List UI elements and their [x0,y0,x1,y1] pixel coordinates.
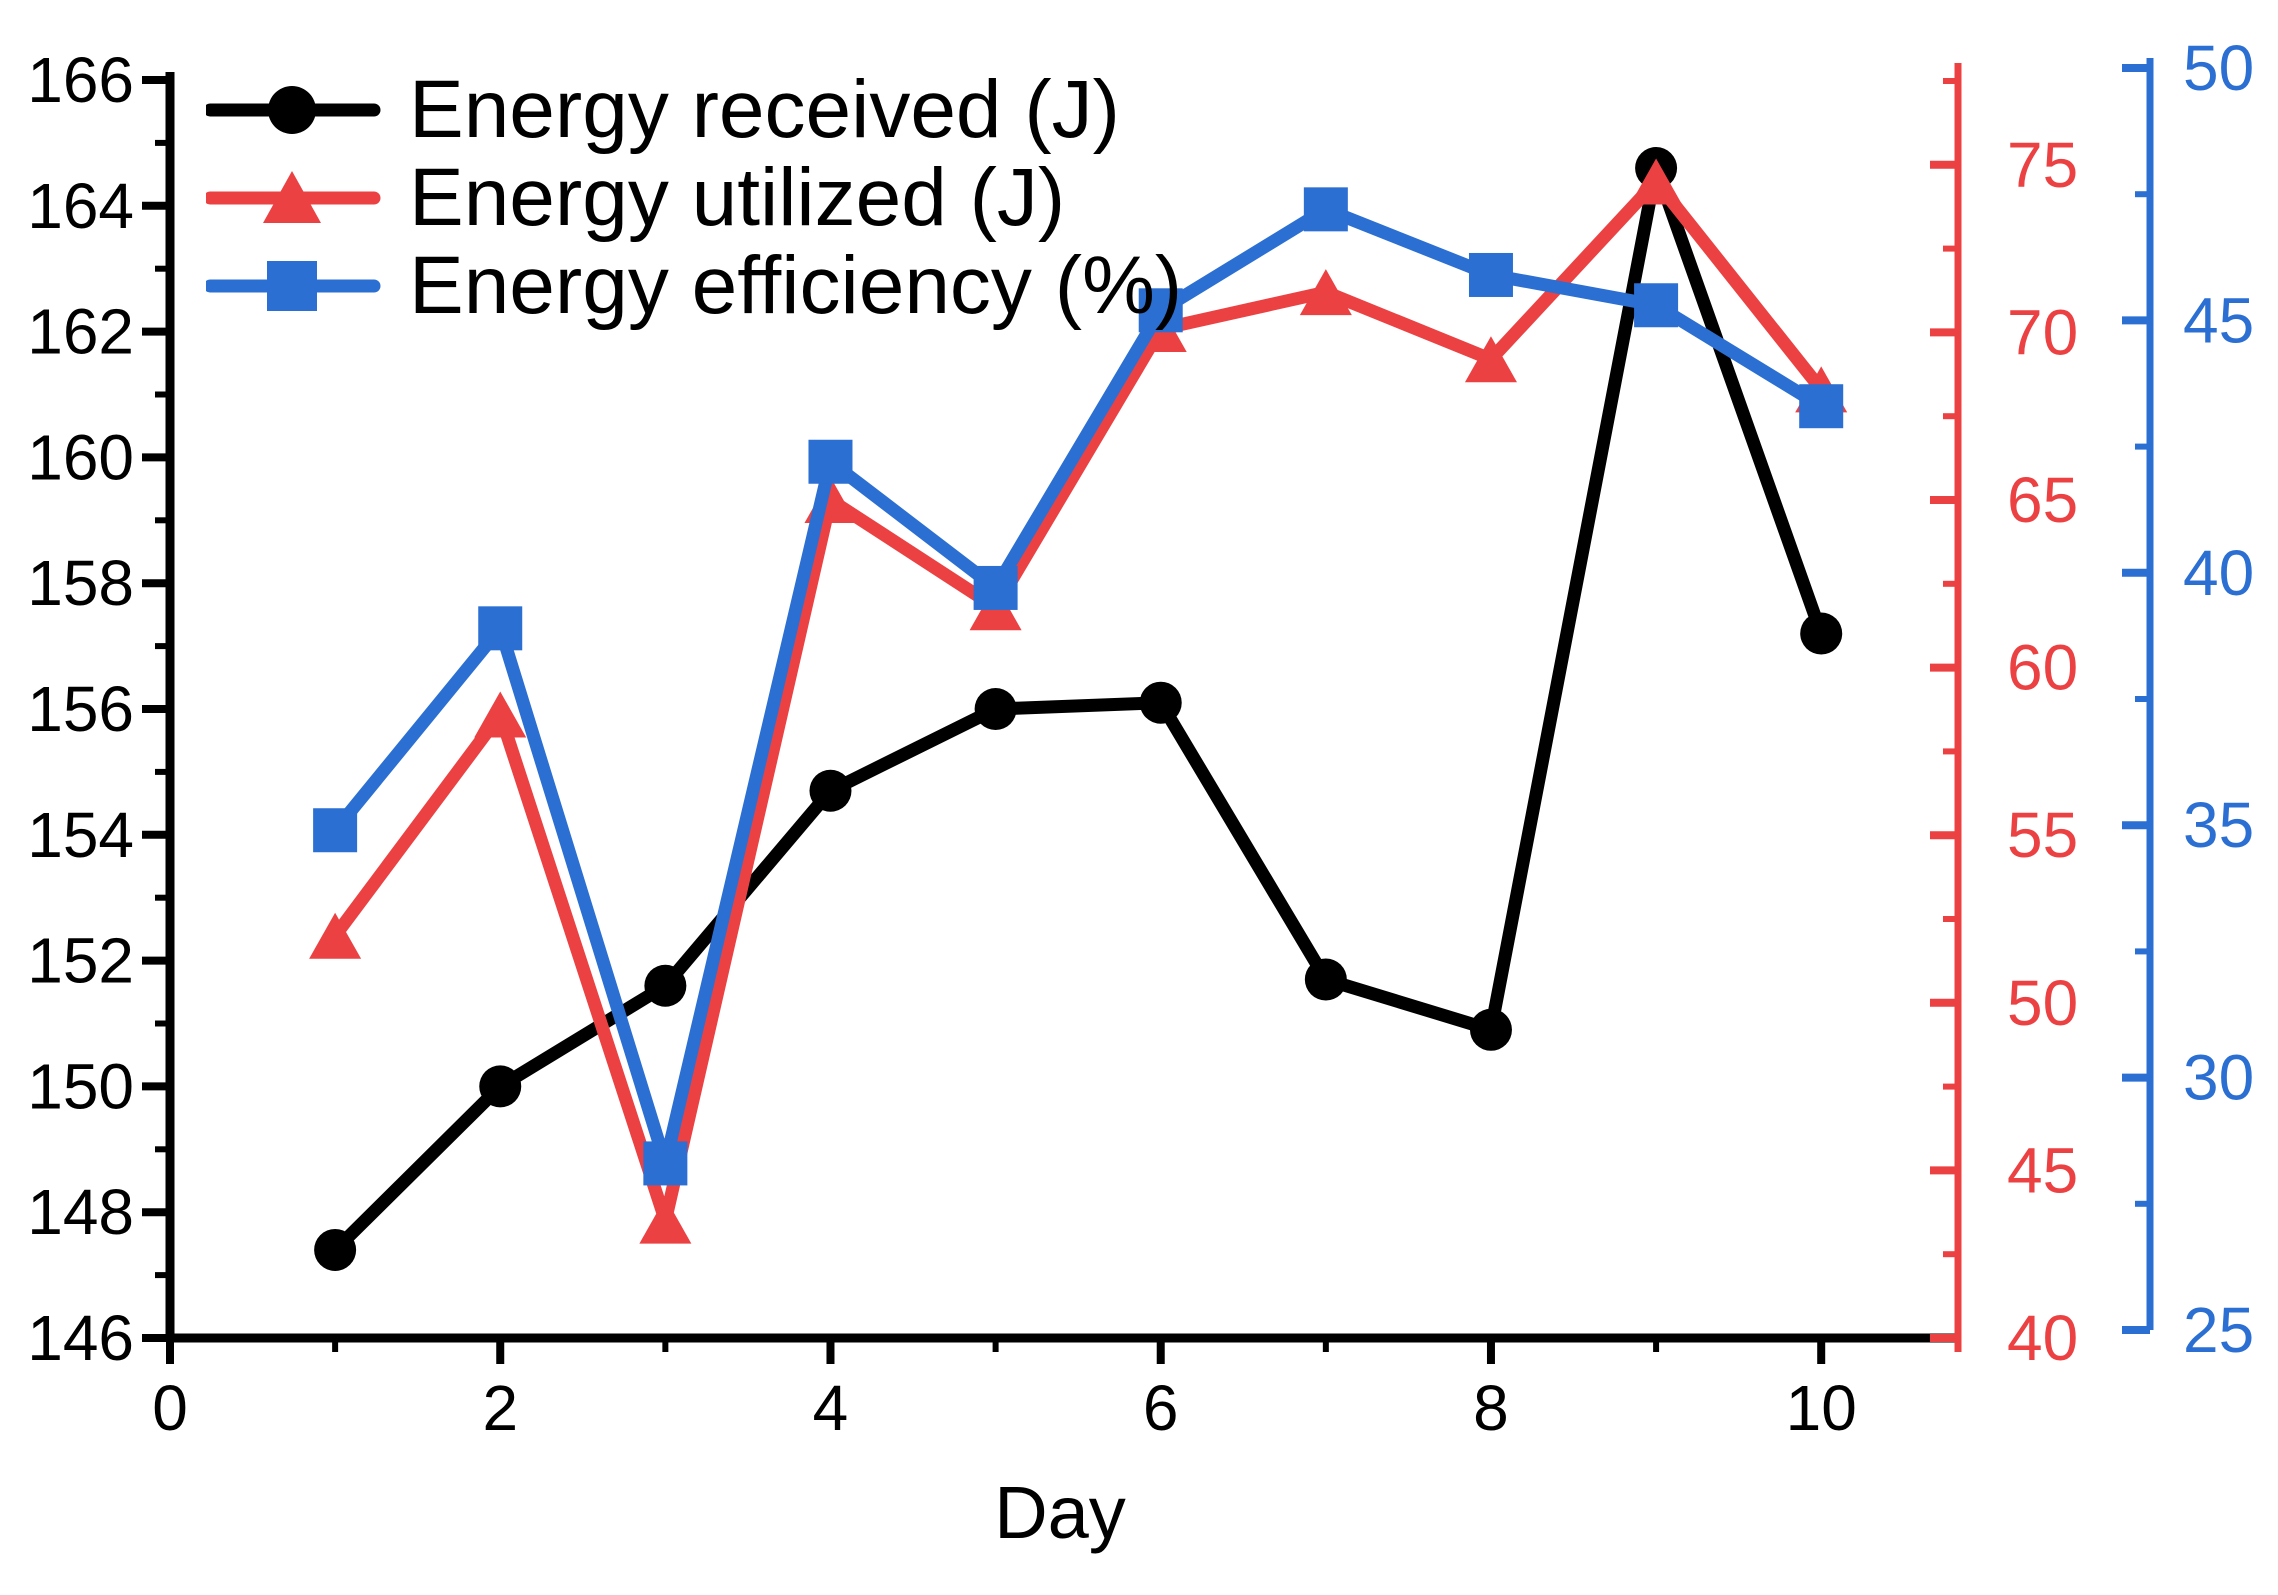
y-tick-label: 154 [27,799,134,871]
x-axis: 0 2 4 6 8 10 Day [152,1333,1958,1554]
y-tick-label: 55 [2007,799,2078,871]
y-tick-label: 65 [2007,464,2078,536]
y-tick-label: 40 [2007,1302,2078,1374]
legend-swatch-square-icon [206,261,381,311]
legend-item-energy-efficiency: Energy efficiency (%) [206,242,1182,330]
y-tick-label: 156 [27,673,134,745]
y-tick-label: 70 [2007,296,2078,368]
y-tick-label: 162 [27,296,134,368]
y-tick-label: 45 [2183,284,2254,356]
legend: Energy received (J) Energy utilized (J) … [206,66,1182,330]
x-tick-label: 10 [1786,1372,1857,1444]
legend-label-energy-efficiency: Energy efficiency (%) [409,240,1183,331]
y-tick-label: 148 [27,1176,134,1248]
y-tick-label: 35 [2183,789,2254,861]
legend-item-energy-received: Energy received (J) [206,66,1182,154]
y-tick-label: 50 [2183,32,2254,104]
y-tick-label: 150 [27,1050,134,1122]
y-tick-label: 160 [27,421,134,493]
x-tick-label: 6 [1143,1372,1179,1444]
y-tick-label: 30 [2183,1042,2254,1114]
series-energy-efficiency [313,187,1844,1186]
legend-swatch-triangle-icon [206,171,381,223]
y-tick-label: 45 [2007,1134,2078,1206]
y-tick-label: 166 [27,44,134,116]
legend-label-energy-received: Energy received (J) [409,64,1120,155]
y-axis-right-red: 40 45 50 55 60 65 70 75 [1930,63,2078,1374]
y-tick-label: 50 [2007,967,2078,1039]
y-tick-label: 146 [27,1302,134,1374]
y-tick-label: 152 [27,925,134,997]
legend-item-energy-utilized: Energy utilized (J) [206,154,1182,242]
legend-swatch-circle-icon [206,86,381,134]
y-tick-label: 164 [27,170,134,242]
legend-label-energy-utilized: Energy utilized (J) [409,152,1066,243]
x-tick-label: 8 [1473,1372,1509,1444]
series-energy-received [314,147,1843,1271]
y-tick-label: 25 [2183,1294,2254,1366]
x-tick-label: 0 [152,1372,188,1444]
y-axis-left: 146 148 150 152 154 156 158 160 162 164 166 [27,44,175,1374]
y-tick-label: 75 [2007,129,2078,201]
y-tick-label: 40 [2183,537,2254,609]
x-tick-label: 4 [813,1372,849,1444]
x-tick-label: 2 [482,1372,518,1444]
x-axis-label: Day [994,1471,1126,1554]
y-axis-right-blue: 25 30 35 40 45 50 [2122,32,2254,1366]
y-tick-label: 60 [2007,632,2078,704]
y-tick-label: 158 [27,547,134,619]
